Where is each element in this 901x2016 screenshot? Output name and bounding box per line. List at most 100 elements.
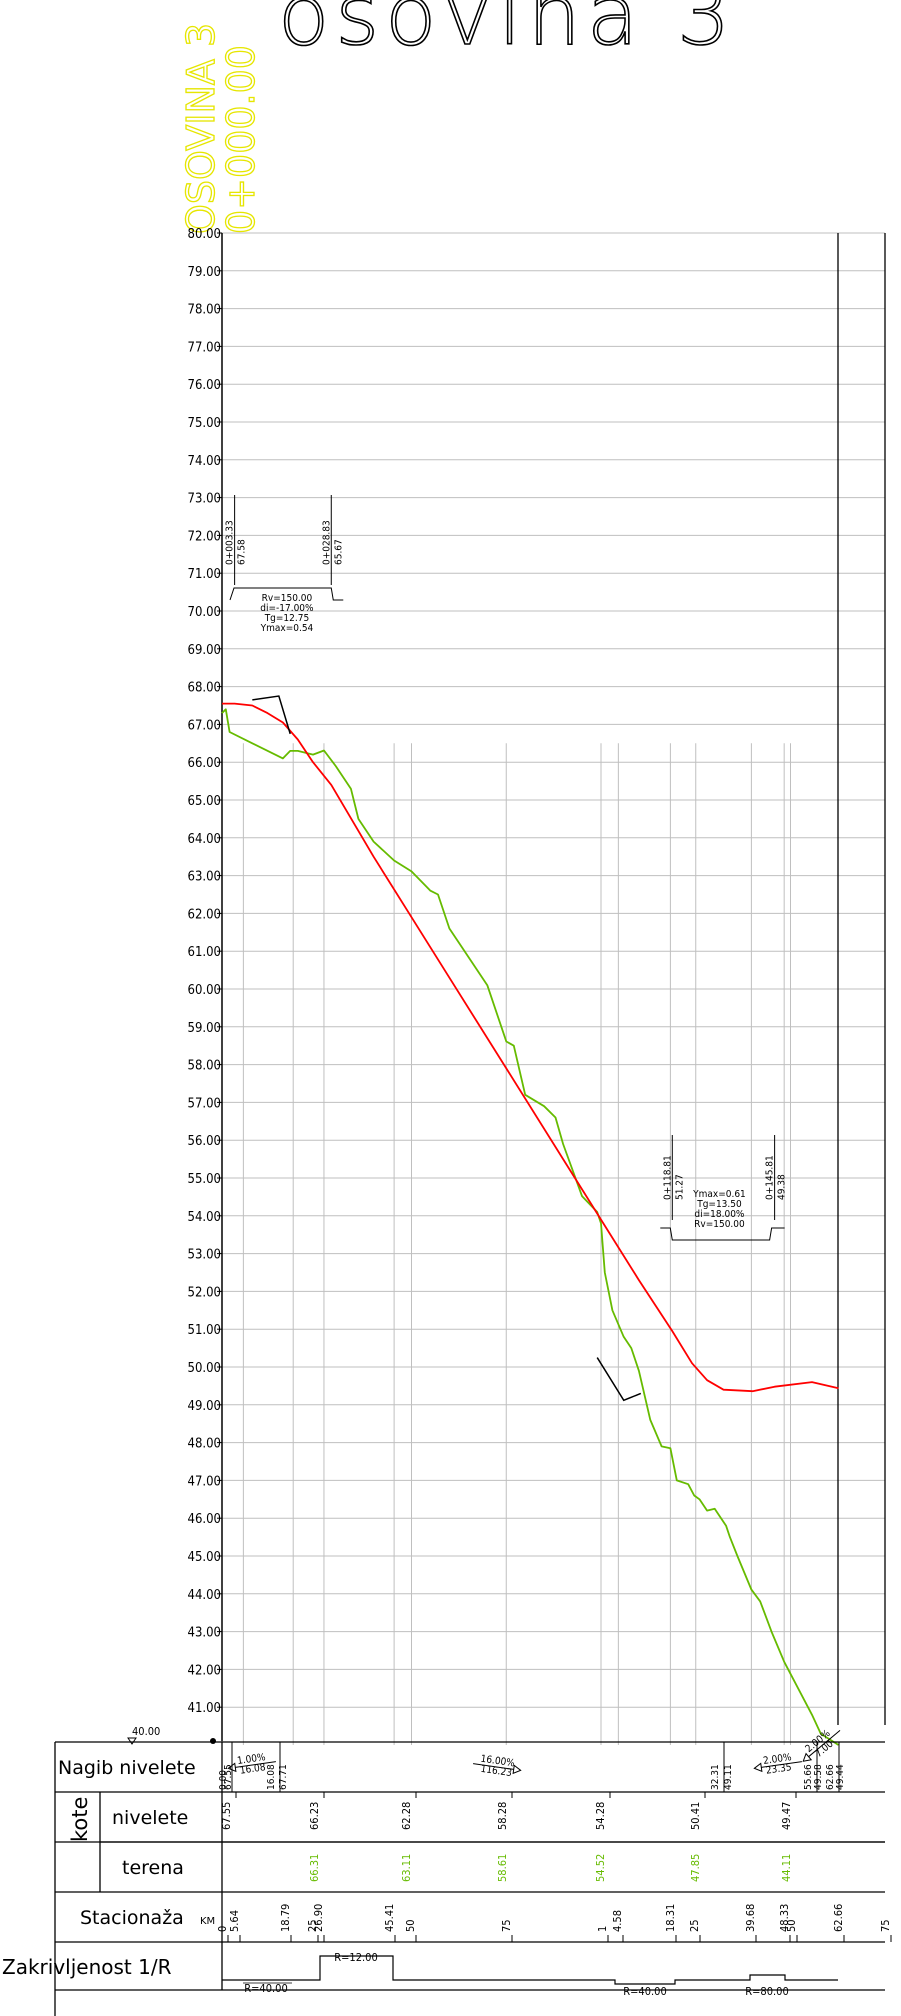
station-label: 75	[879, 1919, 892, 1932]
station-label: 1	[596, 1926, 609, 1932]
row-label-kote: kote	[68, 1797, 92, 1842]
elevation-tick-label: 68.00	[188, 681, 221, 696]
kote-terena-value: 63.11	[400, 1854, 413, 1882]
elevation-tick-label: 48.00	[188, 1437, 221, 1452]
curve-start-station: 0+003.33	[225, 520, 236, 565]
elevation-tick-label: 71.00	[188, 567, 221, 582]
kote-nivelete-value: 58.28	[496, 1802, 509, 1830]
kote-nivelete-value: 50.41	[689, 1802, 702, 1830]
nagib-station-label: 67.55	[223, 1764, 234, 1790]
elevation-tick-label: 70.00	[188, 605, 221, 620]
kote-terena-value: 66.31	[308, 1854, 321, 1882]
elevation-tick-label: 57.00	[188, 1096, 221, 1111]
kote-nivelete-value: 66.23	[308, 1802, 321, 1830]
grade-mark: 16.00%116.23	[473, 1754, 522, 1779]
elevation-tick-label: 49.00	[188, 1399, 221, 1414]
station-label: 18.79	[279, 1904, 292, 1932]
grade-arrow	[753, 1762, 763, 1773]
nagib-station-label: 55.66	[803, 1764, 814, 1790]
elevation-tick-label: 45.00	[188, 1550, 221, 1565]
elevation-tick-label: 59.00	[188, 1021, 221, 1036]
curve-start-station: 0+118.81	[662, 1155, 673, 1200]
kote-nivelete-value: 67.55	[220, 1802, 233, 1830]
profile-data-band: Nagib nivelete kote nivelete terena Staciona…	[2, 1728, 892, 2016]
elevation-tick-label: 67.00	[188, 718, 221, 733]
nagib-station-label: 0.00	[218, 1770, 229, 1790]
station-label: 45.41	[383, 1904, 396, 1932]
station-label: 75	[500, 1919, 513, 1932]
curve-start-elevation: 67.58	[237, 539, 248, 565]
grade-length: 16.08	[239, 1762, 266, 1777]
nagib-station-label: 49.58	[813, 1764, 824, 1790]
elevation-tick-label: 80.00	[188, 227, 221, 242]
station-label: 62.66	[832, 1904, 845, 1932]
grade-line	[222, 702, 839, 1393]
station-label: 18.31	[664, 1904, 677, 1932]
elevation-tick-label: 78.00	[188, 303, 221, 318]
elevation-tick-label: 79.00	[188, 265, 221, 280]
grade-arrow-line	[473, 1763, 514, 1770]
elevation-tick-label: 74.00	[188, 454, 221, 469]
vertical-curve-tangent	[252, 695, 291, 735]
grade-arrow	[512, 1764, 522, 1775]
axis-station-label: 0+000.00	[218, 44, 263, 234]
kote-nivelete-value: 49.47	[780, 1802, 793, 1830]
kote-terena-value: 44.11	[780, 1854, 793, 1882]
profile-lines	[221, 695, 839, 1746]
elevation-tick-label: 64.00	[188, 832, 221, 847]
grade-arrow-line	[808, 1729, 841, 1758]
grade-arrow-line	[235, 1761, 276, 1768]
kote-terena-value: 47.85	[689, 1854, 702, 1882]
datum-triangle	[127, 1737, 137, 1745]
grade-slope: 2.00%	[762, 1752, 792, 1767]
grade-length: 23.35	[765, 1762, 792, 1776]
elevation-tick-label: 66.00	[188, 756, 221, 771]
elevation-tick-label: 76.00	[188, 378, 221, 393]
row-label-nagib: Nagib nivelete	[58, 1757, 196, 1779]
grade-mark: 2.00%23.35	[753, 1752, 802, 1777]
elevation-tick-label: 75.00	[188, 416, 221, 431]
elevation-tick-label: 42.00	[188, 1663, 221, 1678]
station-label: 5.64	[228, 1910, 241, 1932]
elevation-tick-label: 61.00	[188, 945, 221, 960]
svg-text:0+000.00: 0+000.00	[219, 45, 263, 234]
row-label-zakrivljenost: Zakrivljenost 1/R	[2, 1955, 172, 1979]
drawing-title: osovina 3	[278, 0, 736, 64]
elevation-tick-label: 51.00	[188, 1323, 221, 1338]
nagib-station-label: 32.31	[710, 1764, 721, 1790]
curve-end-station: 0+145.81	[765, 1155, 776, 1200]
kote-nivelete-value: 54.28	[594, 1802, 607, 1830]
elevation-tick-label: 69.00	[188, 643, 221, 658]
kote-nivelete-value: 62.28	[400, 1802, 413, 1830]
svg-text:OSOVINA 3: OSOVINA 3	[179, 23, 223, 234]
station-label: 39.68	[744, 1904, 757, 1932]
curve-tg: Tg=12.75	[264, 613, 310, 624]
station-label: 25	[306, 1919, 319, 1932]
elevation-tick-label: 47.00	[188, 1474, 221, 1489]
row-label-nivelete: nivelete	[112, 1807, 188, 1829]
vertical-curve-annotations: 0+003.33 67.58 0+028.83 65.67Rv=150.00di=-1…	[225, 495, 788, 1241]
nagib-station-label: 62.66	[825, 1764, 836, 1790]
station-label: 50	[404, 1919, 417, 1932]
kote-terena-value: 58.61	[496, 1854, 509, 1882]
curvature-label: R=40.00	[623, 1985, 667, 1998]
datum-dot	[210, 1738, 216, 1744]
grade-slope: 1.00%	[236, 1752, 266, 1767]
elevation-tick-label: 65.00	[188, 794, 221, 809]
station-verticals	[242, 743, 791, 1745]
station-label: 4.58	[611, 1910, 624, 1932]
elevation-tick-label: 52.00	[188, 1285, 221, 1300]
vertical-curve-tangent	[596, 1357, 642, 1402]
nagib-station-label: 49.44	[835, 1764, 846, 1790]
row-label-unit: KM	[200, 1916, 215, 1927]
elevation-tick-label: 55.00	[188, 1172, 221, 1187]
curve-ymax: Ymax=0.54	[260, 623, 314, 634]
datum-label: 40.00	[132, 1725, 160, 1738]
elevation-tick-label: 73.00	[188, 492, 221, 507]
row-label-terena: terena	[122, 1857, 184, 1879]
elevation-tick-label: 56.00	[188, 1134, 221, 1149]
kote-terena-value: 54.52	[594, 1854, 607, 1882]
grade-mark: 1.00%16.08	[227, 1752, 276, 1777]
curvature-label: R=80.00	[745, 1985, 789, 1998]
